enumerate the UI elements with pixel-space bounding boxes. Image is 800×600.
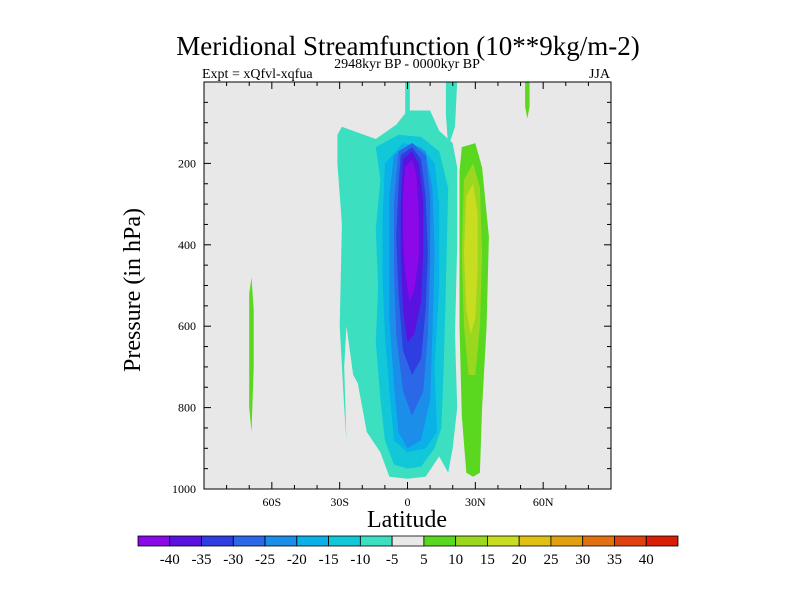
y-tick-label: 400 [178, 238, 196, 252]
colorbar-label: -20 [287, 552, 307, 568]
colorbar-swatch [391, 535, 425, 547]
colorbar-label: 20 [512, 552, 527, 568]
colorbar-swatch [423, 535, 457, 547]
x-tick-label: 30S [330, 495, 349, 509]
contour-cell-neg-40 [403, 159, 419, 302]
axis-tick-labels: 60S 30S 0 30N 60N 200 400 600 800 1000 [172, 156, 554, 509]
contour-layer [249, 82, 530, 479]
colorbar-swatch [137, 535, 171, 547]
colorbar-label: -40 [160, 552, 180, 568]
chart-title: Meridional Streamfunction (10**9kg/m-2) [176, 31, 639, 61]
colorbar-label: 10 [448, 552, 463, 568]
contour-band-north-narrow-positive [525, 82, 530, 119]
y-tick-label: 600 [178, 319, 196, 333]
axis-ticks [203, 81, 612, 490]
colorbar-swatch [264, 535, 298, 547]
y-tick-label: 1000 [172, 482, 196, 496]
colorbar-label: 30 [575, 552, 590, 568]
x-tick-label: 0 [405, 495, 411, 509]
y-axis-label: Pressure (in hPa) [120, 208, 146, 372]
x-tick-label: 30N [465, 495, 486, 509]
colorbar-swatch [614, 535, 647, 547]
chart-center-label: 2948kyr BP - 0000kyr BP [334, 57, 480, 72]
contour-band-upper-left-neg-narrow [405, 82, 410, 115]
colorbar-label: 35 [607, 552, 622, 568]
x-tick-label: 60S [262, 495, 281, 509]
colorbar-label: -25 [255, 552, 275, 568]
colorbar-swatch [169, 535, 202, 547]
chart-right-label: JJA [589, 67, 611, 82]
colorbar-swatch [582, 535, 615, 547]
colorbar-label: 15 [480, 552, 495, 568]
contour-band-upper-right-neg-narrow [445, 82, 458, 148]
y-tick-label: 800 [178, 401, 196, 415]
x-tick-label: 60N [533, 495, 554, 509]
colorbar-swatch [359, 535, 393, 547]
colorbar-labels: -40 -35 -30 -25 -20 -15 -10 -5 5 10 15 20 25 30 35 40 [160, 552, 654, 568]
colorbar-swatch [232, 535, 266, 547]
x-axis-label: Latitude [367, 507, 447, 533]
colorbar-label: 5 [420, 552, 428, 568]
contour-cell-pos-15 [464, 183, 478, 335]
colorbar-swatch [518, 535, 552, 547]
colorbar-swatch [645, 535, 679, 547]
contour-band-mid-60S-weak-positive [249, 277, 254, 432]
colorbar-label: -15 [319, 552, 339, 568]
colorbar-label: 40 [639, 552, 654, 568]
colorbar-label: -10 [350, 552, 370, 568]
colorbar [137, 535, 679, 547]
colorbar-swatch [487, 535, 520, 547]
colorbar-swatch [296, 535, 329, 547]
y-tick-label: 200 [178, 156, 196, 170]
colorbar-label: 25 [543, 552, 558, 568]
colorbar-swatch [455, 535, 488, 547]
colorbar-label: -30 [223, 552, 243, 568]
chart-left-label: Expt = xQfvl-xqfua [202, 67, 313, 82]
colorbar-swatch [550, 535, 584, 547]
colorbar-swatch [328, 535, 361, 547]
colorbar-label: -5 [386, 552, 399, 568]
colorbar-label: -35 [192, 552, 212, 568]
colorbar-swatch [201, 535, 234, 547]
